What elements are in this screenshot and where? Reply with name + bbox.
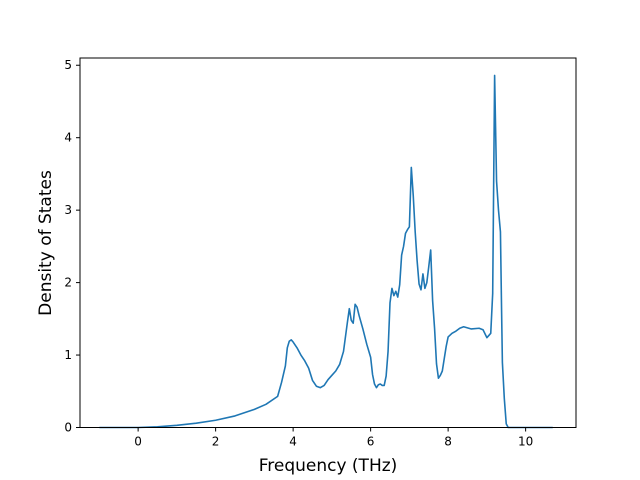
x-tick-label: 0: [134, 435, 142, 449]
x-tick-label: 6: [367, 435, 375, 449]
y-tick-label: 4: [64, 131, 72, 145]
y-tick-label: 5: [64, 58, 72, 72]
x-tick-label: 2: [212, 435, 220, 449]
y-tick-label: 1: [64, 348, 72, 362]
x-tick-label: 8: [444, 435, 452, 449]
plot-frame: [79, 57, 577, 428]
x-axis-ticks: 0 2 4 6 8 10: [134, 427, 533, 449]
x-tick-label: 10: [518, 435, 533, 449]
plot-area: [99, 74, 553, 429]
y-axis-label: Density of States: [36, 170, 56, 316]
y-axis-ticks: 0 1 2 3 4 5: [64, 58, 80, 435]
x-tick-label: 4: [289, 435, 297, 449]
x-axis-label: Frequency (THz): [259, 456, 398, 476]
y-tick-label: 0: [64, 421, 72, 435]
dos-series-line-0: [99, 74, 553, 429]
y-tick-label: 3: [64, 203, 72, 217]
y-tick-label: 2: [64, 276, 72, 290]
